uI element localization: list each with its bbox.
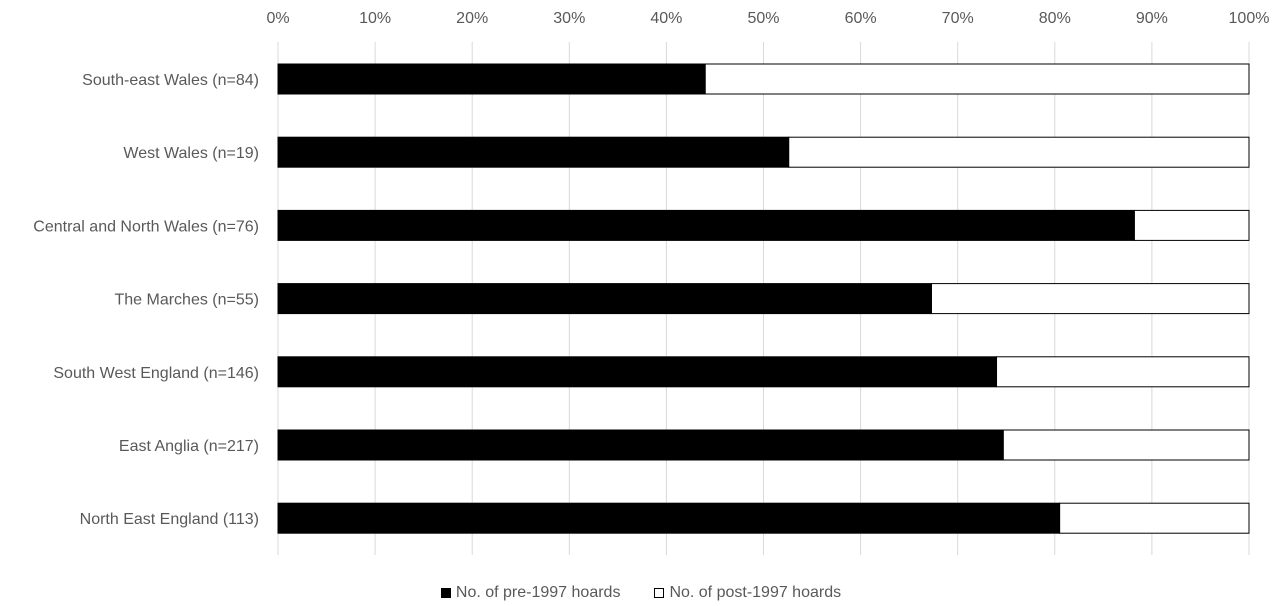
bar-post-1997: [788, 136, 1250, 168]
category-label: South West England (n=146): [53, 365, 259, 382]
bar-post-1997: [704, 63, 1250, 95]
x-tick-label: 90%: [1136, 10, 1168, 27]
x-tick-label: 60%: [845, 10, 877, 27]
x-tick-label: 20%: [456, 10, 488, 27]
legend-swatch-pre-1997: [440, 588, 451, 598]
legend: No. of pre-1997 hoards No. of post-1997 …: [0, 584, 1282, 602]
category-label: The Marches (n=55): [114, 292, 259, 309]
bar-post-1997: [996, 356, 1250, 388]
x-tick-label: 0%: [266, 10, 289, 27]
category-labels: South-east Wales (n=84) West Wales (n=19)…: [33, 72, 259, 528]
bar-post-1997: [1002, 429, 1250, 461]
bar-pre-1997: [277, 356, 998, 388]
bar-pre-1997: [277, 429, 1004, 461]
x-tick-label: 100%: [1229, 10, 1270, 27]
x-tick-label: 70%: [942, 10, 974, 27]
legend-label-pre-1997: No. of pre-1997 hoards: [455, 584, 621, 601]
bar-post-1997: [1059, 502, 1250, 534]
bars: [277, 63, 1250, 534]
bar-pre-1997: [277, 63, 706, 95]
x-axis-ticks: 0% 10% 20% 30% 40% 50% 60% 70% 80% 90% 100%: [266, 10, 1269, 27]
bar-pre-1997: [277, 209, 1135, 241]
category-label: North East England (113): [80, 511, 259, 528]
x-tick-label: 40%: [650, 10, 682, 27]
bar-pre-1997: [277, 136, 790, 168]
x-tick-label: 30%: [553, 10, 585, 27]
bar-pre-1997: [277, 502, 1061, 534]
category-label: East Anglia (n=217): [119, 438, 259, 455]
x-tick-label: 50%: [747, 10, 779, 27]
legend-label-post-1997: No. of post-1997 hoards: [669, 584, 842, 601]
legend-item-post-1997: No. of post-1997 hoards: [654, 584, 841, 602]
category-label: South-east Wales (n=84): [82, 72, 259, 89]
x-tick-label: 80%: [1039, 10, 1071, 27]
category-label: West Wales (n=19): [123, 145, 259, 162]
bar-pre-1997: [277, 283, 932, 315]
x-tick-label: 10%: [359, 10, 391, 27]
bar-post-1997: [930, 283, 1250, 315]
legend-swatch-post-1997: [654, 588, 665, 598]
legend-item-pre-1997: No. of pre-1997 hoards: [440, 584, 621, 602]
bar-post-1997: [1133, 209, 1250, 241]
category-label: Central and North Wales (n=76): [33, 218, 259, 235]
